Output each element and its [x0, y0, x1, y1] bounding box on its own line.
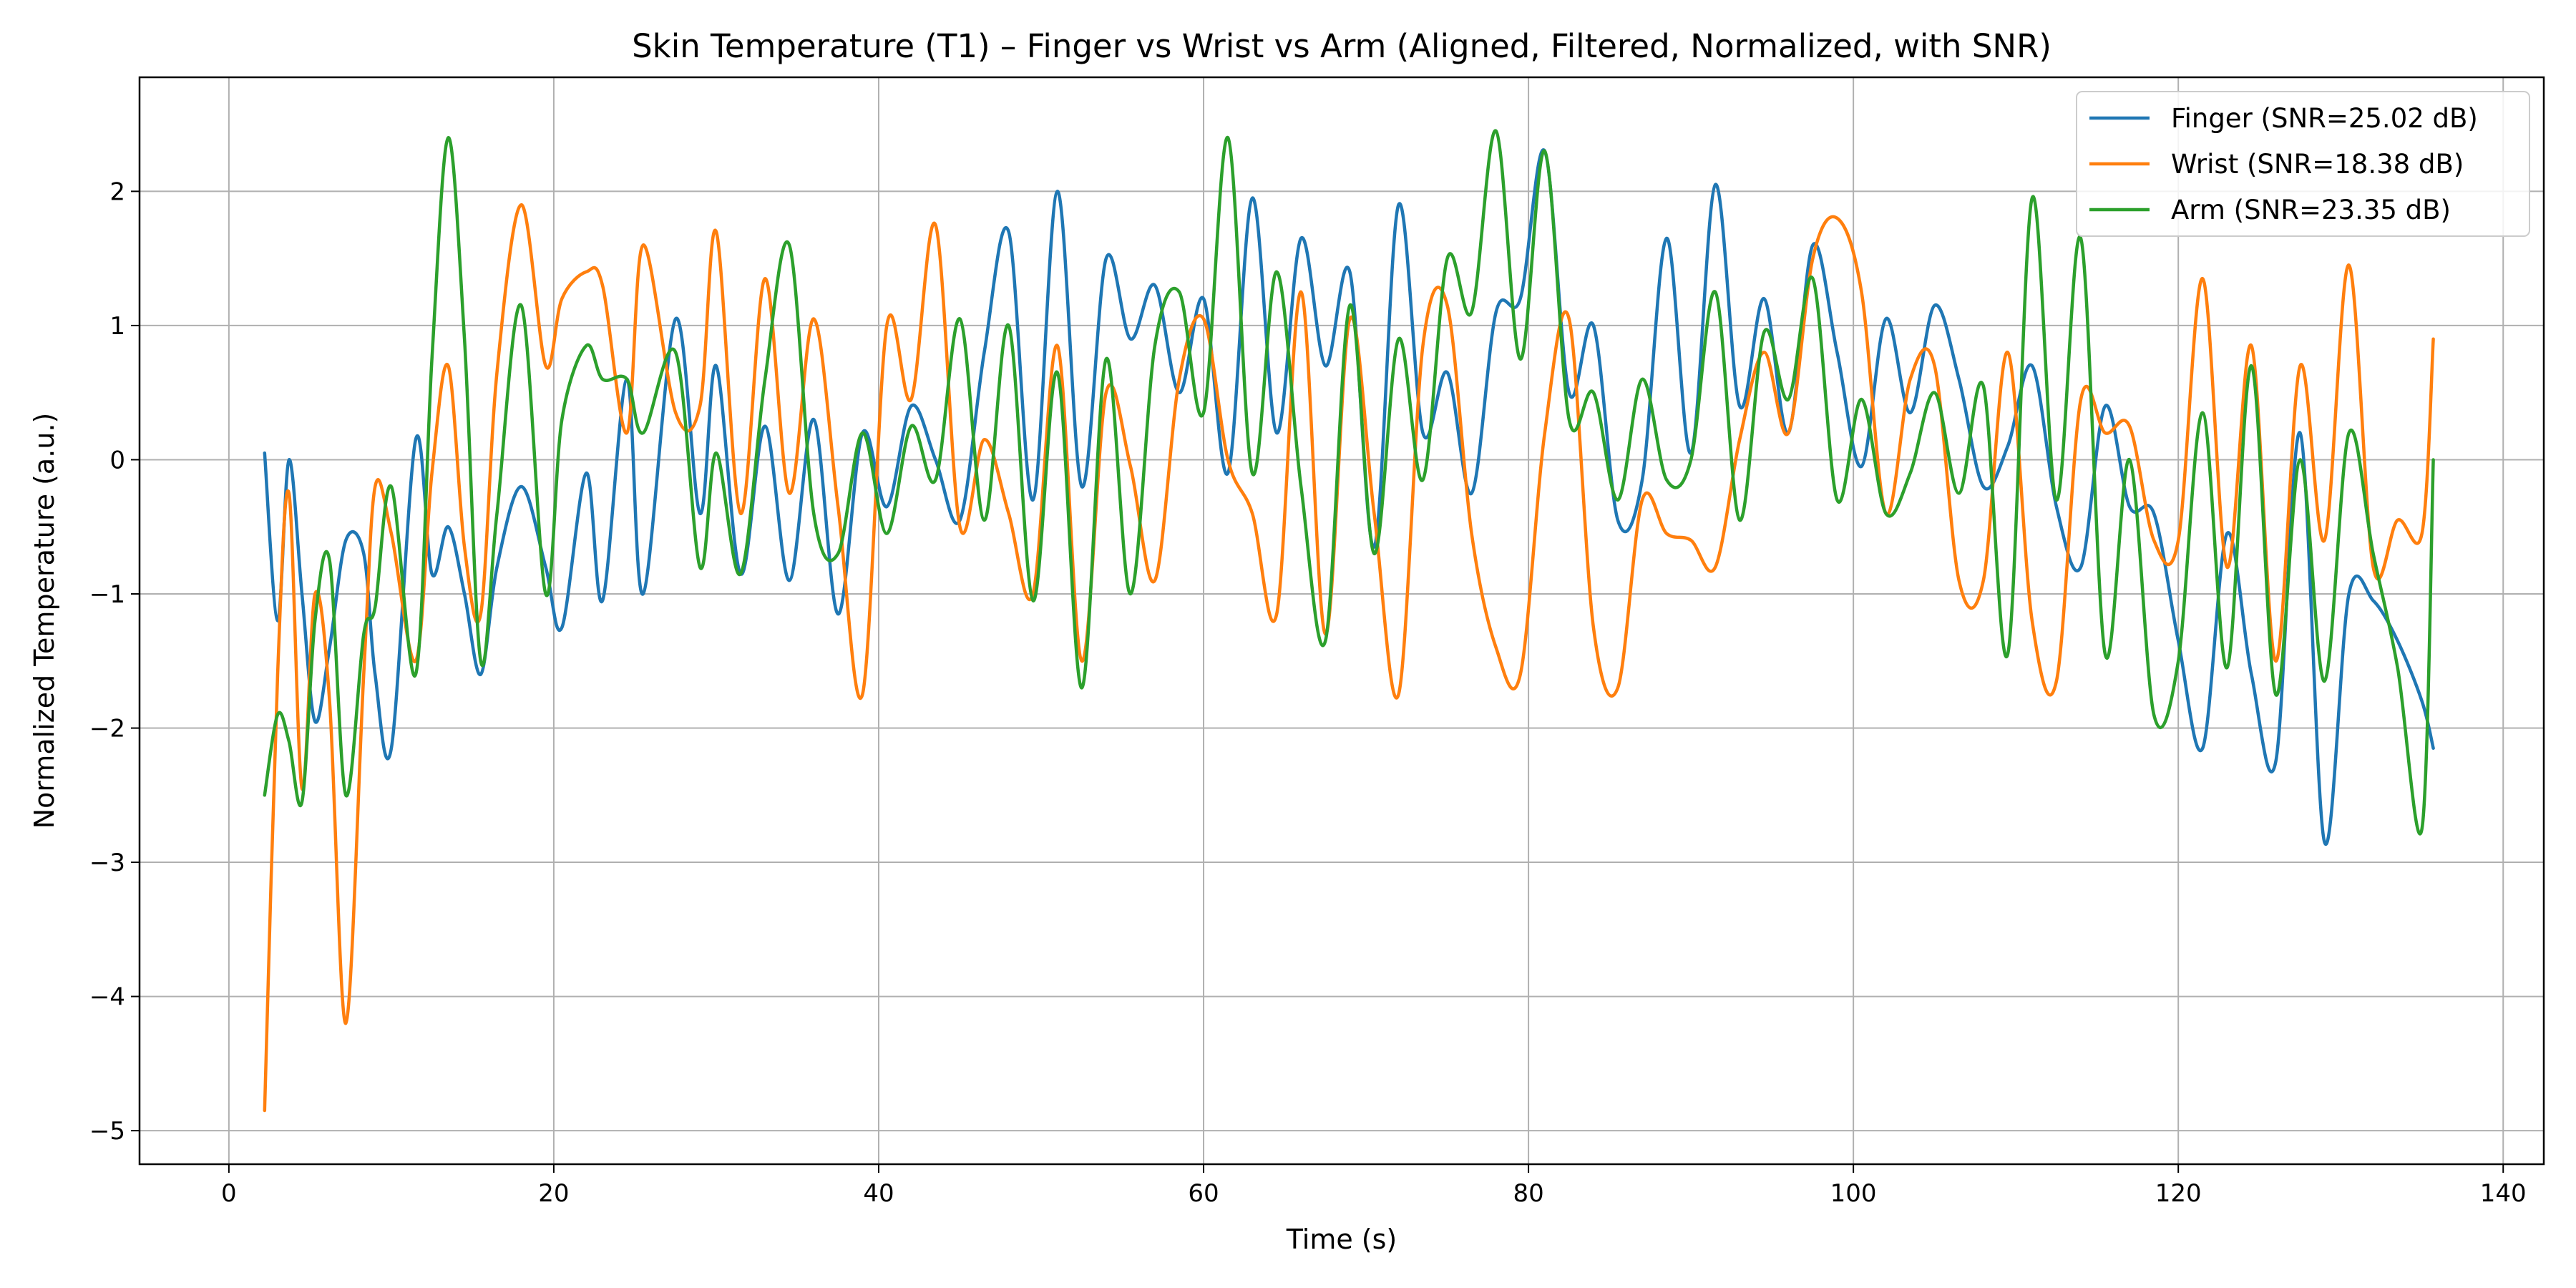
series-line-wrist [263, 203, 2435, 1113]
y-axis-ticks: −5 −4 −3 −2 −1 0 1 2 [89, 177, 140, 1146]
y-axis-label: Normalized Temperature (a.u.) [29, 413, 60, 829]
y-tick-label: 2 [109, 177, 125, 206]
legend: Finger (SNR=25.02 dB) Wrist (SNR=18.38 dB… [2076, 91, 2530, 237]
legend-entry-wrist: Wrist (SNR=18.38 dB) [2171, 149, 2464, 180]
y-tick-label: −2 [89, 715, 125, 743]
legend-entry-finger: Finger (SNR=25.02 dB) [2171, 103, 2478, 134]
x-tick-label: 0 [221, 1179, 237, 1208]
x-tick-label: 120 [2155, 1179, 2202, 1208]
x-tick-label: 100 [1830, 1179, 1877, 1208]
grid-lines [140, 77, 2544, 1164]
x-tick-label: 80 [1513, 1179, 1543, 1208]
x-axis-ticks: 0 20 40 60 80 100 120 140 [221, 1164, 2527, 1208]
x-tick-label: 60 [1188, 1179, 1219, 1208]
x-tick-label: 140 [2480, 1179, 2527, 1208]
series-line-arm [263, 129, 2435, 836]
chart-title: Skin Temperature (T1) – Finger vs Wrist … [632, 27, 2051, 65]
y-tick-label: −4 [89, 983, 125, 1012]
y-tick-label: 0 [109, 446, 125, 474]
series-line-finger [263, 148, 2435, 847]
legend-box [2076, 91, 2530, 237]
y-tick-label: −5 [89, 1117, 125, 1146]
y-tick-label: −3 [89, 849, 125, 877]
x-tick-label: 40 [863, 1179, 894, 1208]
y-tick-label: 1 [109, 312, 125, 341]
x-tick-label: 20 [538, 1179, 569, 1208]
x-axis-label: Time (s) [1286, 1224, 1397, 1255]
legend-entry-arm: Arm (SNR=23.35 dB) [2171, 195, 2451, 225]
plot-frame [138, 76, 2545, 1166]
y-tick-label: −1 [89, 580, 125, 609]
series-lines [263, 129, 2435, 1113]
